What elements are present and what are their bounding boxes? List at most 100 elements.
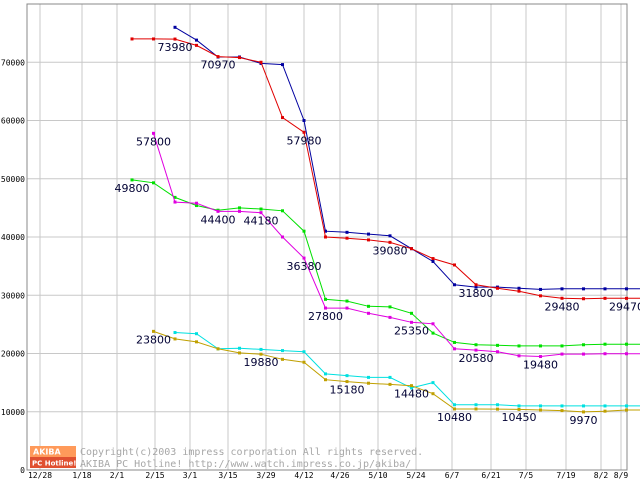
x-tick-label: 4/12 xyxy=(294,471,313,480)
plot-frame xyxy=(26,3,628,471)
data-point-cyan xyxy=(195,332,198,336)
data-point-magenta xyxy=(152,131,155,135)
data-point-cyan xyxy=(453,403,456,407)
data-label: 9970 xyxy=(570,414,598,427)
data-label: 49800 xyxy=(115,182,150,195)
data-point-green xyxy=(195,204,198,208)
data-label: 20580 xyxy=(459,352,494,365)
data-point-red xyxy=(582,297,585,301)
data-point-red xyxy=(281,116,284,120)
data-point-blue xyxy=(302,119,306,122)
data-point-red xyxy=(152,37,155,41)
data-point-cyan xyxy=(259,347,263,351)
y-tick-label: 70000 xyxy=(1,58,25,67)
data-point-magenta xyxy=(539,355,542,359)
x-tick-label: 3/15 xyxy=(218,471,237,480)
x-tick-label: 8/9 xyxy=(614,471,629,480)
data-point-cyan xyxy=(517,404,521,408)
data-point-green xyxy=(453,340,456,344)
data-label: 23800 xyxy=(136,333,171,346)
data-point-magenta xyxy=(302,256,306,260)
data-point-red xyxy=(496,286,499,290)
data-point-blue xyxy=(539,287,542,291)
data-point-blue xyxy=(388,234,392,238)
data-point-cyan xyxy=(238,346,241,350)
data-point-red xyxy=(259,60,263,64)
data-point-green xyxy=(560,344,564,348)
data-point-cyan xyxy=(431,381,435,385)
data-point-gold xyxy=(345,380,349,384)
data-point-cyan xyxy=(388,375,392,379)
data-point-gold xyxy=(625,408,628,412)
data-point-gold xyxy=(474,407,478,411)
x-tick-label: 6/7 xyxy=(445,471,460,480)
y-tick-label: 20000 xyxy=(1,350,25,359)
data-label: 19480 xyxy=(523,359,558,372)
data-point-green xyxy=(173,195,177,199)
data-point-green xyxy=(474,343,478,347)
data-label: 10480 xyxy=(437,411,472,424)
data-point-magenta xyxy=(453,347,456,351)
data-point-cyan xyxy=(603,404,607,408)
data-point-red xyxy=(324,235,327,239)
data-point-blue xyxy=(324,229,327,233)
data-point-green xyxy=(281,209,284,213)
data-point-gold xyxy=(431,392,435,396)
data-point-blue xyxy=(603,287,607,291)
data-point-green xyxy=(152,181,155,185)
x-tick-label: 7/5 xyxy=(519,471,534,480)
data-label: 70970 xyxy=(201,59,236,72)
akiba-logo-top xyxy=(30,446,76,457)
data-point-magenta xyxy=(195,201,198,205)
data-point-gold xyxy=(410,384,413,388)
data-label: 57980 xyxy=(287,134,322,147)
data-point-red xyxy=(474,283,478,287)
data-point-blue xyxy=(453,283,456,287)
data-point-gold xyxy=(302,360,306,364)
data-point-cyan xyxy=(324,372,327,376)
data-point-green xyxy=(324,297,327,301)
data-point-red xyxy=(173,37,177,41)
data-label: 29480 xyxy=(545,300,580,313)
data-point-gold xyxy=(281,357,284,361)
chart-axes: 12/28 1/18 2/1 2/15 3/1 3/15 3/29 4/12 4/26 5/10 5… xyxy=(1,3,629,480)
series-green xyxy=(130,178,640,348)
data-point-magenta xyxy=(345,306,349,310)
data-point-green xyxy=(345,299,349,303)
data-point-cyan xyxy=(496,403,499,407)
data-point-magenta xyxy=(496,350,499,354)
data-point-gold xyxy=(453,407,456,411)
data-point-blue xyxy=(582,287,585,291)
data-label: 44400 xyxy=(201,213,236,226)
data-point-gold xyxy=(152,329,155,333)
data-point-magenta xyxy=(281,235,284,239)
data-label: 27800 xyxy=(308,310,343,323)
data-point-gold xyxy=(560,409,564,413)
data-point-red xyxy=(130,37,134,41)
data-point-magenta xyxy=(238,209,241,213)
data-point-blue xyxy=(367,232,370,236)
data-point-gold xyxy=(216,347,220,351)
footer: AKIBA PC Hotline! Copyright(c)2003 impre… xyxy=(30,446,423,470)
data-point-green xyxy=(539,344,542,348)
data-point-red xyxy=(453,263,456,267)
data-point-gold xyxy=(259,352,263,356)
data-point-green xyxy=(238,206,241,210)
data-point-magenta xyxy=(431,322,435,326)
data-point-green xyxy=(496,343,499,347)
data-point-gold xyxy=(388,382,392,386)
data-label: 36380 xyxy=(287,260,322,273)
data-point-green xyxy=(431,331,435,335)
data-point-cyan xyxy=(367,375,370,379)
data-point-red xyxy=(345,236,349,240)
x-tick-label: 2/1 xyxy=(110,471,125,480)
series-gold xyxy=(152,329,640,414)
data-label: 57800 xyxy=(136,135,171,148)
data-point-blue xyxy=(517,286,521,290)
data-point-magenta xyxy=(625,352,628,356)
series-layer xyxy=(130,25,640,414)
data-point-red xyxy=(431,257,435,261)
x-tick-label: 6/21 xyxy=(481,471,500,480)
data-point-magenta xyxy=(367,311,370,315)
